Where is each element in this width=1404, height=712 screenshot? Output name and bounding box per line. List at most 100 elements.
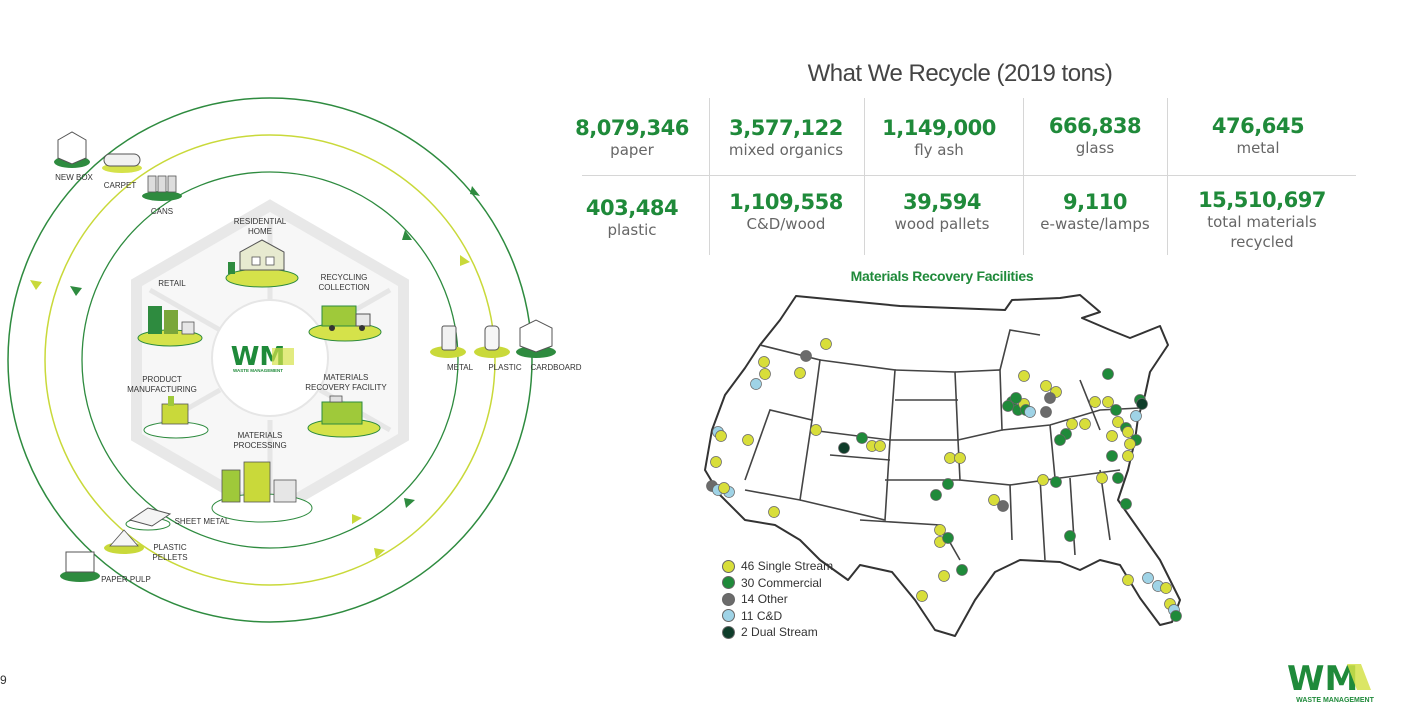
legend-item-cd: 11 C&D xyxy=(722,608,833,625)
stat-e-waste: 9,110 e-waste/lamps xyxy=(1025,190,1165,234)
facility-dot xyxy=(1106,450,1118,462)
stat-value: 666,838 xyxy=(1048,114,1142,138)
stat-total: 15,510,697 total materials recycled xyxy=(1192,188,1332,252)
label-new-box: NEW BOX xyxy=(55,173,93,182)
facility-dot xyxy=(1122,426,1134,438)
legend-count: 14 xyxy=(741,592,755,607)
facility-dot xyxy=(1112,472,1124,484)
stats-title: What We Recycle (2019 tons) xyxy=(807,60,1113,87)
label-cans: CANS xyxy=(151,207,173,216)
wm-logo: WM WASTE MANAGEMENT xyxy=(1287,660,1375,704)
grid-divider xyxy=(864,98,865,255)
grid-divider xyxy=(1023,98,1024,255)
label-plastic: PLASTIC xyxy=(488,363,522,372)
factory-icon xyxy=(143,396,209,439)
facility-dot xyxy=(944,452,956,464)
center-wm-subtitle: WASTE MANAGEMENT xyxy=(233,368,283,373)
legend-label: Other xyxy=(757,592,788,607)
facility-dot xyxy=(956,564,968,576)
us-facilities-map xyxy=(704,294,1182,637)
retail-shelves-icon xyxy=(137,306,203,347)
stat-label: mixed organics xyxy=(728,141,844,159)
facility-dot xyxy=(934,524,946,536)
facility-dot xyxy=(1018,370,1030,382)
arrow-icon xyxy=(402,230,412,240)
label-sheet-metal: SHEET METAL xyxy=(175,517,230,526)
facility-dot xyxy=(988,494,1000,506)
facility-dots xyxy=(706,338,1182,622)
facility-dot xyxy=(742,434,754,446)
facility-dot xyxy=(1160,582,1172,594)
stage-label-manufacturing-2: MANUFACTURING xyxy=(127,385,197,394)
stat-value: 3,577,122 xyxy=(729,116,843,140)
stat-label: C&D/wood xyxy=(746,215,826,233)
sheet-metal-icon xyxy=(125,507,172,531)
grid-divider xyxy=(582,175,1356,176)
facility-dot xyxy=(1122,450,1134,462)
arrow-icon xyxy=(404,498,415,508)
outer-ring xyxy=(7,97,533,623)
facility-dot xyxy=(794,367,806,379)
box-icon xyxy=(54,131,90,168)
house-icon xyxy=(225,239,299,288)
facility-dot xyxy=(1079,418,1091,430)
plastic-bottle-icon xyxy=(474,325,510,358)
plastic-pellets-icon xyxy=(104,529,144,554)
legend-count: 30 xyxy=(741,575,755,590)
carpet-roll-icon xyxy=(102,153,142,173)
stat-label: plastic xyxy=(607,221,657,239)
stage-label-mrf-2: RECOVERY FACILITY xyxy=(305,383,387,392)
facility-dot xyxy=(1040,406,1052,418)
facility-dot xyxy=(800,350,812,362)
label-metal: METAL xyxy=(447,363,474,372)
map-legend: 46 Single Stream 30 Commercial 14 Other … xyxy=(722,558,833,641)
legend-item-single-stream: 46 Single Stream xyxy=(722,558,833,575)
facility-dot xyxy=(1106,430,1118,442)
stat-value: 403,484 xyxy=(585,196,679,220)
arrow-icon xyxy=(70,286,82,296)
facility-dot xyxy=(1110,404,1122,416)
label-paper-pulp: PAPER PULP xyxy=(101,575,151,584)
stage-label-retail: RETAIL xyxy=(158,279,186,288)
legend-label: Single Stream xyxy=(757,559,834,574)
facility-dot xyxy=(1044,392,1056,404)
arrow-icon xyxy=(352,514,362,524)
stat-mixed-organics: 3,577,122 mixed organics xyxy=(716,116,856,160)
stat-label: metal xyxy=(1236,139,1280,157)
stat-label: total materials xyxy=(1207,213,1317,231)
page-number: 9 xyxy=(0,673,7,687)
stage-label-recycling-collection-2: COLLECTION xyxy=(318,283,369,292)
facility-dot xyxy=(916,590,928,602)
truck-icon xyxy=(308,305,382,342)
facility-dot xyxy=(715,430,727,442)
cardboard-box-icon xyxy=(516,319,556,358)
stat-value: 1,149,000 xyxy=(882,116,996,140)
facility-dot xyxy=(942,532,954,544)
stat-label: paper xyxy=(610,141,654,159)
stat-fly-ash: 1,149,000 fly ash xyxy=(869,116,1009,160)
stat-cd-wood: 1,109,558 C&D/wood xyxy=(716,190,856,234)
stat-metal: 476,645 metal xyxy=(1188,114,1328,158)
legend-swatch xyxy=(722,625,735,639)
svg-text:WASTE MANAGEMENT: WASTE MANAGEMENT xyxy=(1296,697,1375,704)
facility-dot xyxy=(1142,572,1154,584)
facility-dot xyxy=(1050,476,1062,488)
label-carpet: CARPET xyxy=(104,181,137,190)
recycling-cycle-diagram: RESIDENTIAL HOME RECYCLING COLLECTION MA… xyxy=(7,97,582,623)
processing-plant-icon xyxy=(211,461,313,523)
facility-dot xyxy=(874,440,886,452)
facility-dot xyxy=(1120,498,1132,510)
facility-dot xyxy=(1096,472,1108,484)
metal-can-icon xyxy=(430,325,466,358)
facility-dot xyxy=(1010,392,1022,404)
grid-divider xyxy=(709,98,710,255)
stage-label-mrf-1: MATERIALS xyxy=(324,373,369,382)
facility-dot xyxy=(718,482,730,494)
inner-ring xyxy=(81,171,459,549)
facility-dot xyxy=(1102,396,1114,408)
stat-value: 8,079,346 xyxy=(575,116,689,140)
stat-wood-pallets: 39,594 wood pallets xyxy=(872,190,1012,234)
stat-plastic: 403,484 plastic xyxy=(562,196,702,240)
stage-label-residential-home-2: HOME xyxy=(248,227,272,236)
stat-value: 1,109,558 xyxy=(729,190,843,214)
